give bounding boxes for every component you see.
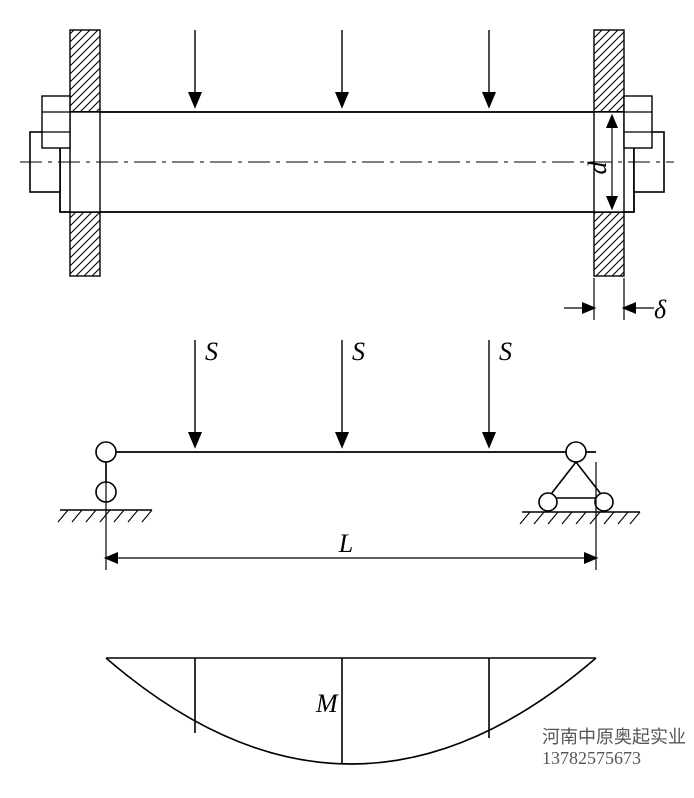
- engineering-diagram: d δ S S S: [0, 0, 694, 798]
- dimension-delta: δ: [564, 278, 667, 324]
- label-S-1: S: [205, 337, 218, 366]
- label-d: d: [583, 161, 612, 175]
- watermark-line1: 河南中原奥起实业: [542, 727, 686, 749]
- left-support: [58, 442, 152, 522]
- moment-diagram: M: [106, 658, 596, 764]
- label-S-2: S: [352, 337, 365, 366]
- top-assembly: d δ: [20, 30, 674, 324]
- top-load-arrows: [195, 30, 489, 106]
- beam-loads: S S S: [195, 337, 512, 446]
- label-M: M: [315, 689, 339, 718]
- label-delta: δ: [654, 295, 667, 324]
- right-support: [520, 442, 640, 524]
- dimension-L: L: [106, 462, 596, 570]
- watermark-line2: 13782575673: [542, 748, 686, 770]
- label-S-3: S: [499, 337, 512, 366]
- watermark-text: 河南中原奥起实业 13782575673: [542, 727, 686, 770]
- right-collar: [624, 96, 652, 148]
- label-L: L: [338, 529, 353, 558]
- shaft: [20, 112, 674, 212]
- beam-model: S S S: [58, 337, 640, 570]
- left-collar: [42, 96, 70, 148]
